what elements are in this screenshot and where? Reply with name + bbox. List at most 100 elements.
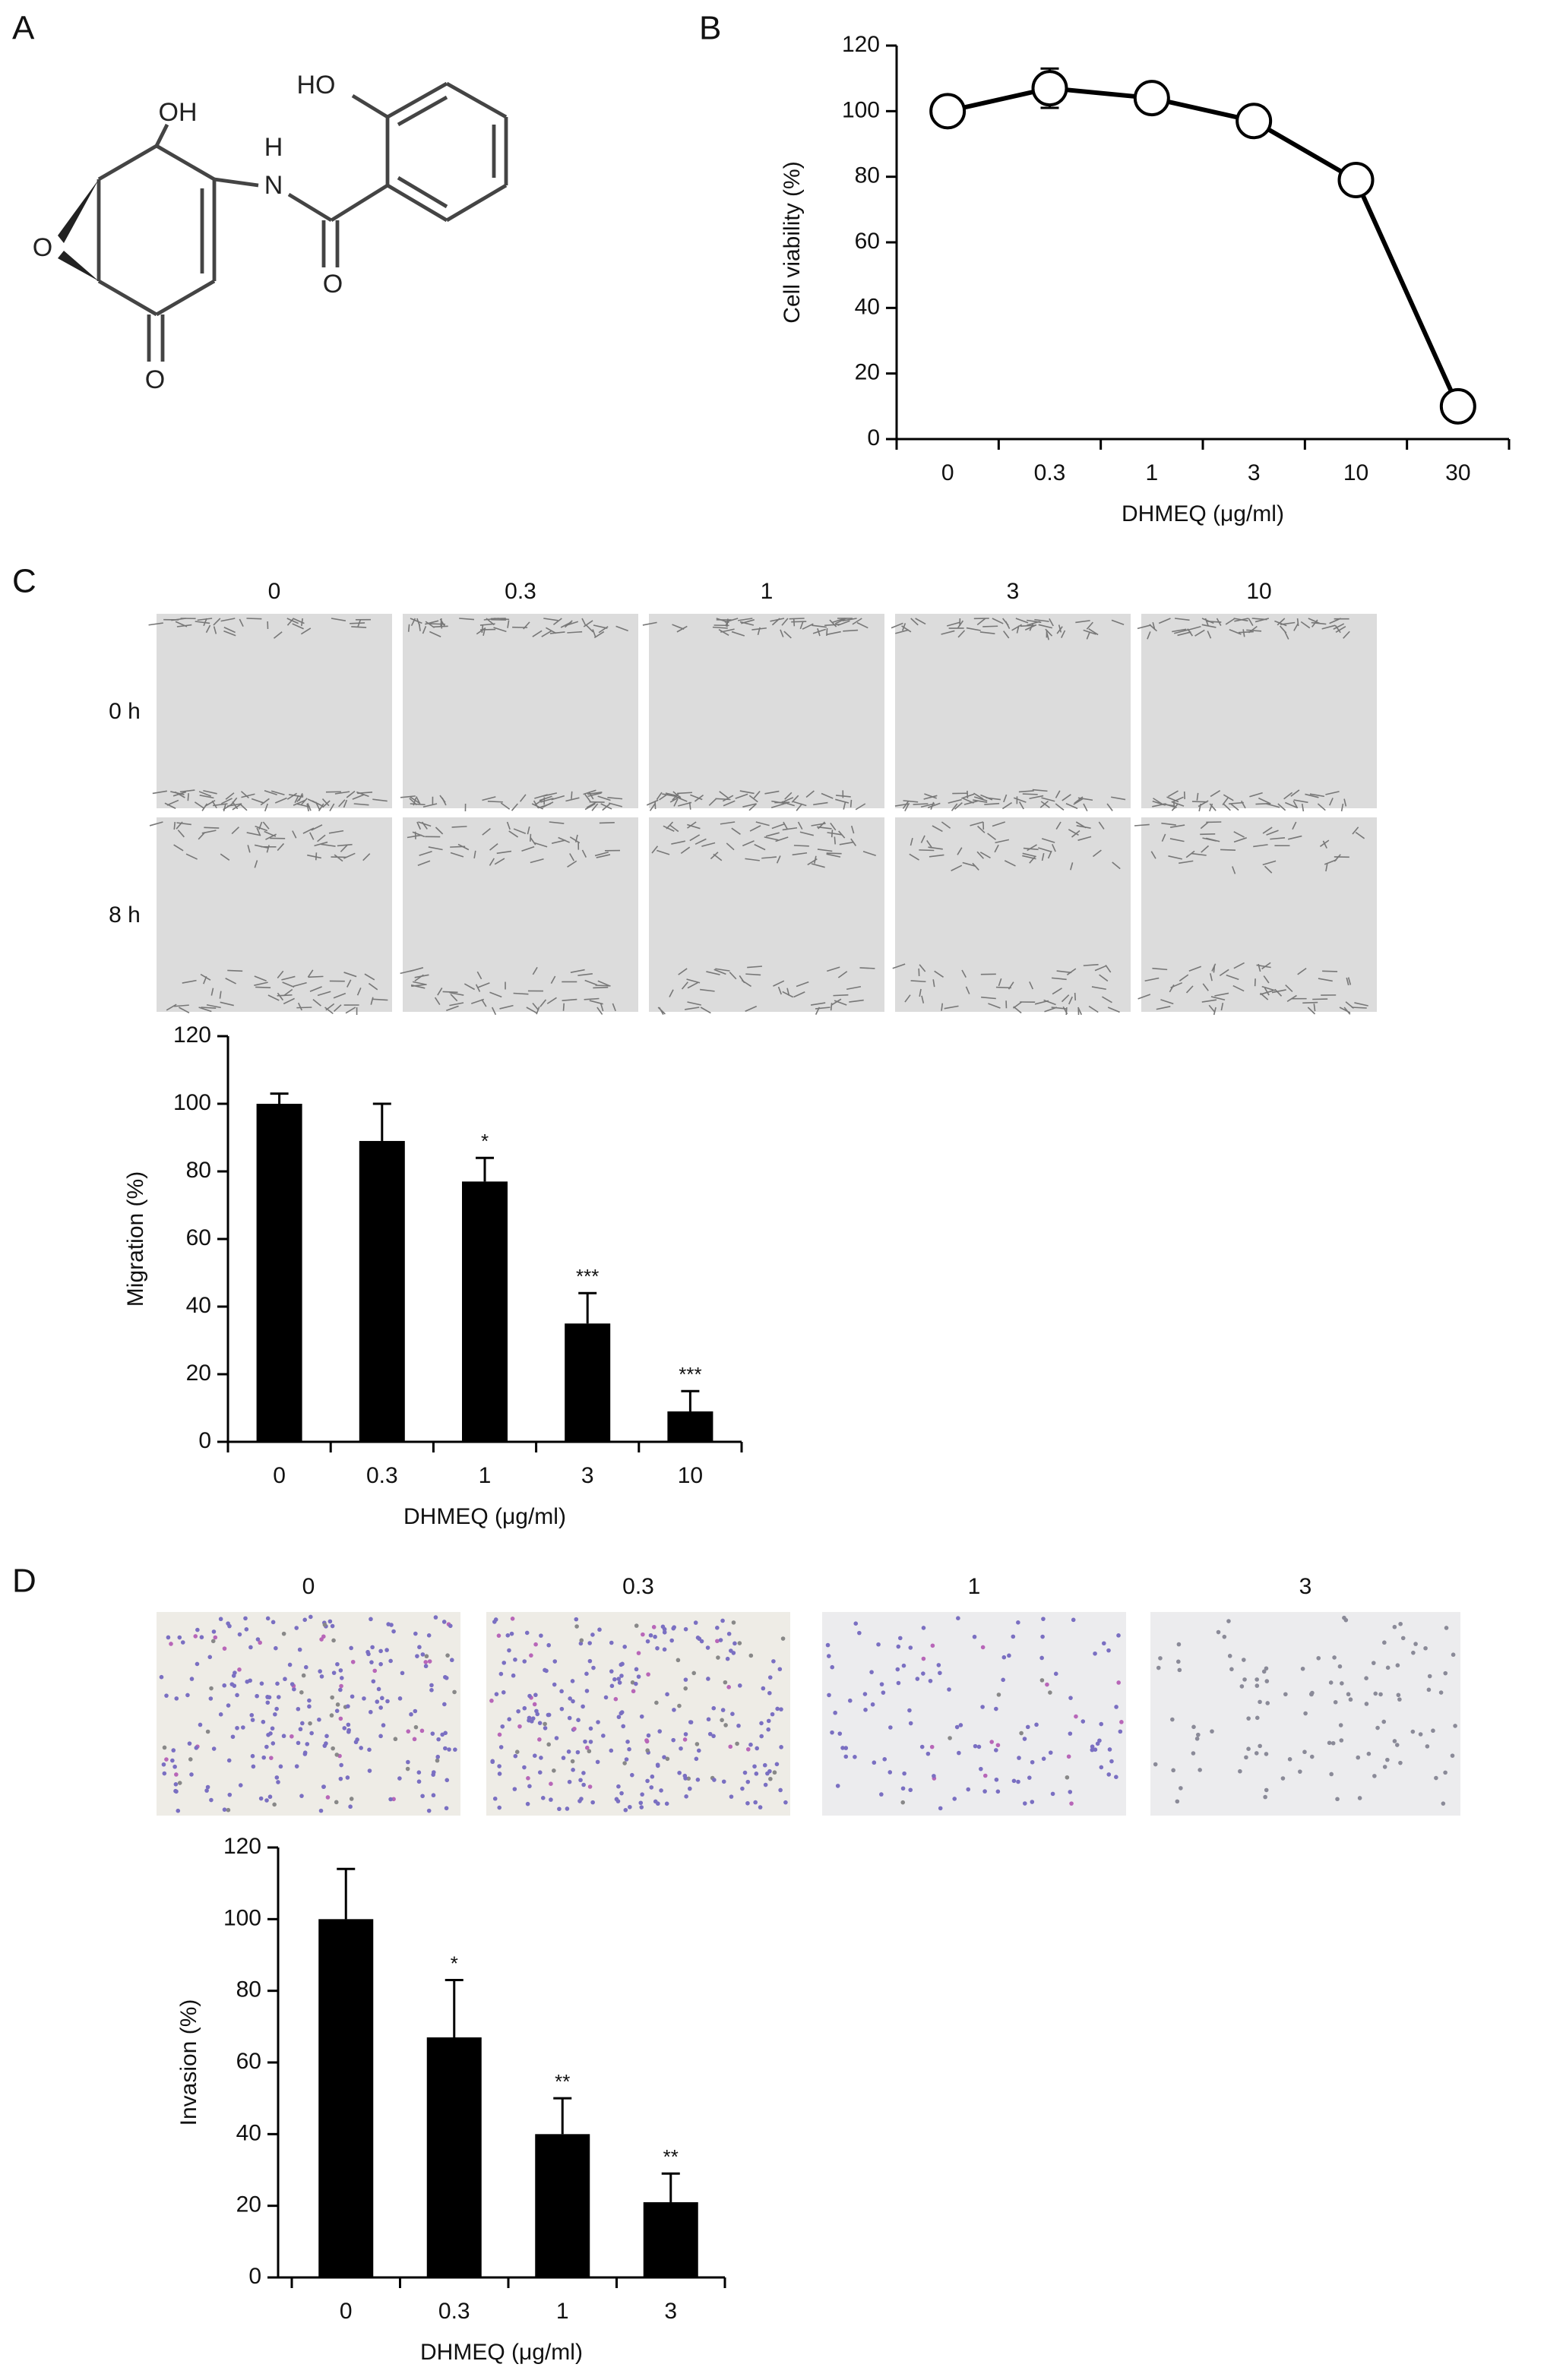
cell <box>1333 1699 1338 1705</box>
cell <box>1083 803 1088 812</box>
cell <box>1161 833 1166 842</box>
cell <box>1343 798 1347 807</box>
cell <box>185 853 198 860</box>
cell <box>581 1704 585 1709</box>
column-label: 0 <box>302 1574 315 1599</box>
cell <box>936 1663 941 1667</box>
cell <box>683 1732 688 1737</box>
cell <box>1261 985 1276 991</box>
cell <box>489 991 502 998</box>
cell <box>499 1004 514 1010</box>
cell <box>418 821 432 827</box>
cell <box>738 618 753 621</box>
cell <box>305 1742 310 1746</box>
column-label: 0.3 <box>505 579 536 604</box>
cell <box>745 1746 751 1752</box>
cell <box>852 618 862 625</box>
x-tick-label: 0.3 <box>1034 460 1066 485</box>
cell <box>716 1655 720 1660</box>
cell <box>781 801 795 807</box>
cell <box>334 1753 340 1757</box>
cell <box>1118 1729 1123 1734</box>
cell <box>1185 985 1194 994</box>
cell <box>416 1770 422 1775</box>
cell <box>489 1699 494 1703</box>
bar <box>318 1919 374 2277</box>
cell <box>378 1734 383 1739</box>
cell <box>597 1627 602 1632</box>
cell <box>810 1002 826 1006</box>
cell <box>718 629 729 636</box>
cell <box>537 803 551 809</box>
cell <box>976 851 985 859</box>
cell <box>255 1693 259 1699</box>
line <box>947 86 1460 408</box>
cell <box>1286 994 1297 1002</box>
cell <box>267 1695 272 1700</box>
cell <box>831 998 842 1006</box>
cell <box>350 1694 355 1699</box>
cell <box>290 1682 295 1686</box>
cell <box>587 1784 593 1789</box>
cell <box>1233 837 1247 843</box>
cell <box>1201 618 1214 624</box>
cell <box>210 988 214 996</box>
cell <box>449 1658 454 1663</box>
cell <box>583 1739 587 1744</box>
cell <box>540 798 554 803</box>
cell <box>243 1616 248 1621</box>
point <box>1236 103 1273 140</box>
cell <box>442 991 458 994</box>
cell <box>907 1708 912 1713</box>
panel-label: D <box>12 1563 36 1600</box>
cell <box>561 1756 566 1760</box>
cell <box>307 1698 312 1703</box>
cell <box>435 1754 441 1759</box>
cell <box>540 1796 546 1800</box>
cell <box>662 1647 667 1652</box>
cell <box>687 823 701 830</box>
cell <box>509 1631 514 1636</box>
cell <box>811 823 826 827</box>
cell <box>904 803 910 812</box>
cell <box>207 1655 213 1660</box>
cell <box>616 1784 621 1789</box>
cell <box>737 1641 742 1645</box>
cell <box>322 800 331 808</box>
cell <box>634 1623 639 1628</box>
cell <box>684 1794 688 1799</box>
cell <box>513 1657 517 1662</box>
cell <box>669 795 681 803</box>
cell <box>450 994 458 1002</box>
cell <box>205 1784 210 1790</box>
cell <box>995 1743 1001 1748</box>
cell <box>782 991 794 998</box>
cell <box>170 1758 175 1763</box>
cell <box>321 1784 326 1789</box>
cell <box>334 1800 339 1805</box>
cell <box>345 1007 356 1014</box>
cell <box>665 792 680 798</box>
cell <box>198 1007 212 1013</box>
cell <box>148 622 163 626</box>
cell <box>1111 619 1125 626</box>
cell <box>521 845 535 852</box>
cell <box>329 1713 334 1718</box>
cell <box>324 1741 328 1746</box>
cell <box>965 986 970 994</box>
cell <box>779 1707 783 1712</box>
cell <box>173 844 184 852</box>
cell <box>264 1744 269 1749</box>
cell <box>584 803 596 811</box>
cell <box>791 795 799 803</box>
cell <box>675 795 688 802</box>
cell <box>695 1636 701 1640</box>
cell <box>1106 1648 1111 1653</box>
cell <box>1398 1760 1403 1765</box>
cell <box>957 1750 961 1756</box>
cell <box>980 1645 986 1650</box>
cell <box>519 794 527 802</box>
cell <box>277 842 285 852</box>
cell <box>934 970 944 978</box>
cell <box>973 799 988 803</box>
